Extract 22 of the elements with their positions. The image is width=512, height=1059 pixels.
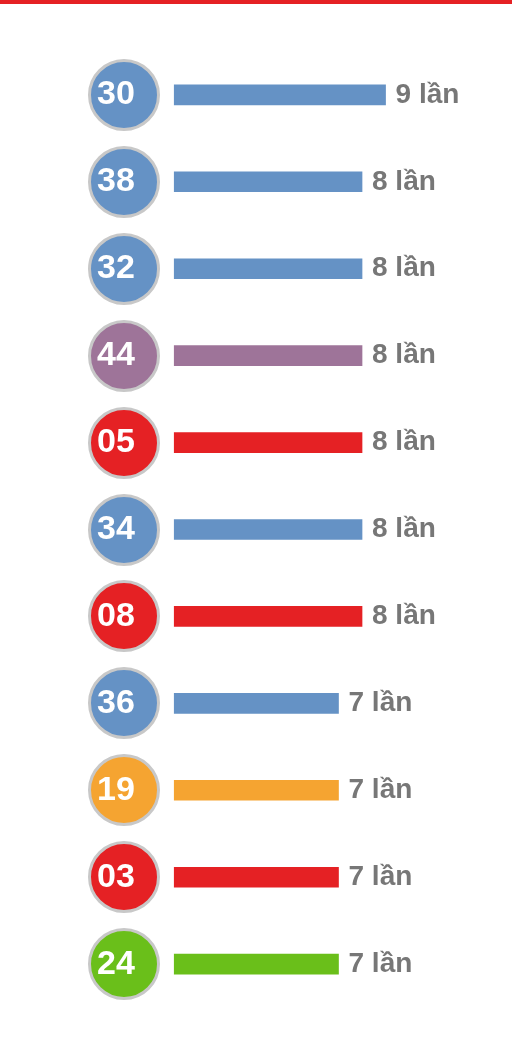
y-tick-label: 32 <box>96 247 135 286</box>
data-label: 8 lần <box>372 164 436 196</box>
data-label: 7 lần <box>348 686 413 718</box>
y-tick-label: 36 <box>96 681 135 720</box>
data-label: 8 lần <box>372 251 436 283</box>
y-tick-label: 24 <box>96 942 135 981</box>
y-tick-label: 08 <box>96 594 135 633</box>
y-tick-label: 44 <box>96 334 135 373</box>
data-label: 8 lần <box>372 512 436 544</box>
data-label: 7 lần <box>348 773 413 804</box>
data-label: 7 lần <box>348 946 413 978</box>
y-tick-label: 05 <box>96 420 135 459</box>
data-label: 8 lần <box>372 338 436 370</box>
data-label: 7 lần <box>348 859 413 891</box>
y-tick-label: 30 <box>96 73 135 112</box>
y-tick-label: 03 <box>96 855 135 894</box>
y-tick-label: 34 <box>96 507 135 546</box>
data-label: 8 lần <box>372 425 436 457</box>
y-tick-label: 38 <box>96 160 135 199</box>
y-tick-label: 19 <box>96 768 135 807</box>
data-label: 8 lần <box>372 599 436 631</box>
data-label: 9 lần <box>395 77 460 109</box>
